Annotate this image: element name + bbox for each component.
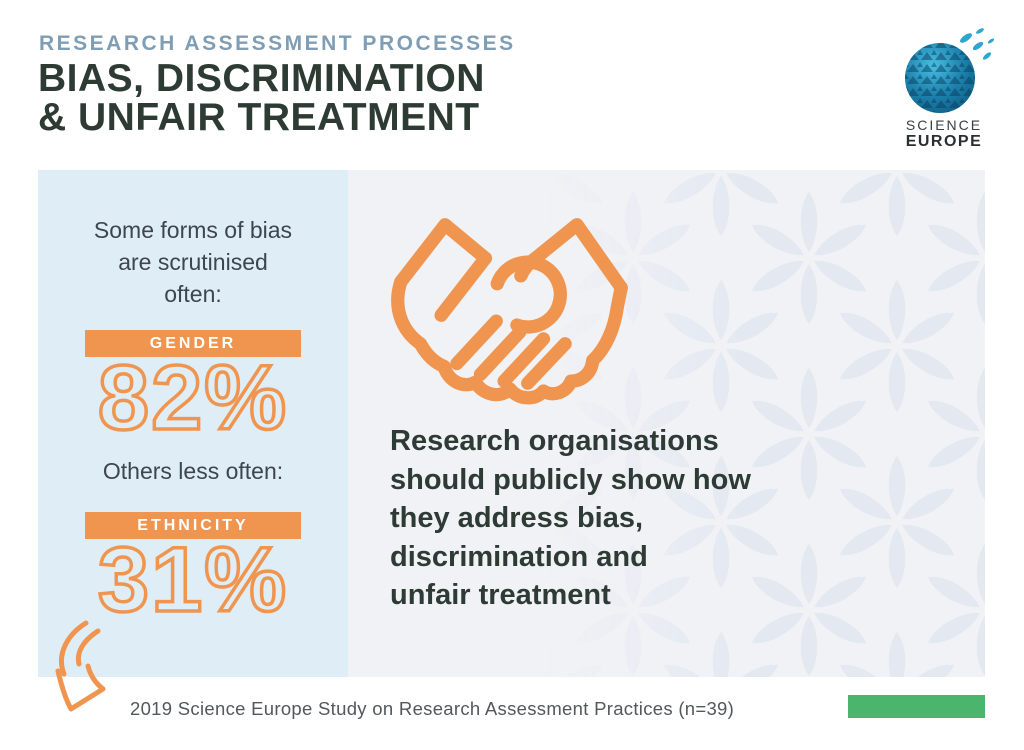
- gender-badge-label: GENDER: [149, 335, 237, 352]
- page-title: BIAS, DISCRIMINATION & UNFAIR TREATMENT: [38, 57, 485, 139]
- globe-icon: [905, 28, 995, 113]
- stats-panel: Some forms of bias are scrutinised often…: [38, 170, 348, 677]
- ethnicity-value: 31%: [96, 527, 289, 633]
- curved-arrow-icon: [55, 620, 106, 712]
- handshake-icon: [391, 218, 628, 405]
- gender-badge: GENDER: [85, 330, 301, 357]
- stats-intro-text: Some forms of bias are scrutinised often…: [93, 217, 293, 307]
- ethnicity-badge-label: ETHNICITY: [137, 517, 249, 534]
- science-europe-logo: SCIENCE EUROPE: [890, 26, 998, 151]
- logo-leaves: [960, 28, 995, 60]
- gender-value: 82%: [96, 345, 289, 451]
- logo-text-europe: EUROPE: [905, 133, 983, 150]
- source-note: 2019 Science Europe Study on Research As…: [130, 698, 735, 719]
- main-panel: Research organisations should publicly s…: [348, 170, 985, 677]
- logo-text-science: SCIENCE: [905, 117, 983, 133]
- key-message: Research organisations should publicly s…: [390, 425, 751, 611]
- stats-middle-text: Others less often:: [102, 458, 284, 484]
- ethnicity-badge: ETHNICITY: [85, 512, 301, 539]
- flower-background-pattern: [545, 170, 985, 677]
- green-bar: [848, 695, 985, 718]
- header-kicker: RESEARCH ASSESSMENT PROCESSES: [39, 32, 516, 55]
